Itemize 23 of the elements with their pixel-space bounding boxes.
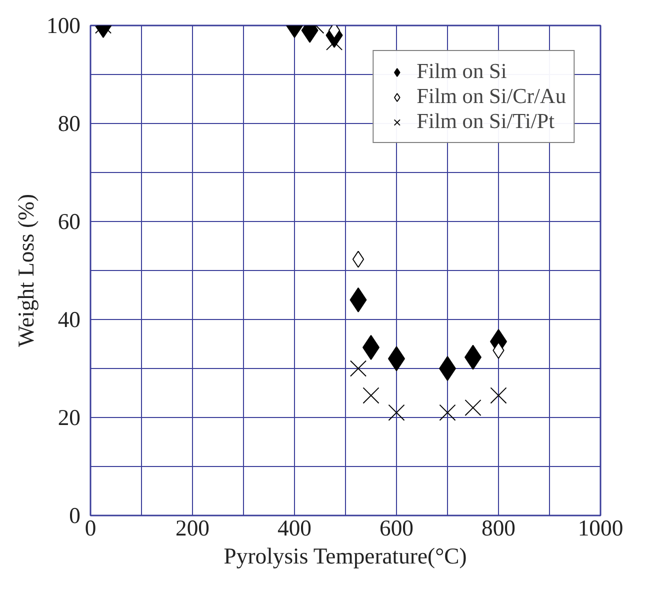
x-tick-label: 600 [380, 516, 414, 540]
y-tick-label: 100 [46, 13, 80, 38]
y-tick-label: 80 [58, 111, 80, 136]
y-tick-label: 40 [58, 307, 80, 332]
x-axis-title: Pyrolysis Temperature(°C) [224, 544, 467, 568]
point [362, 387, 380, 404]
y-tick-label: 60 [58, 209, 80, 234]
point [490, 387, 507, 404]
point [350, 360, 367, 377]
point [439, 404, 456, 421]
legend-label: Film on Si/Ti/Pt [416, 109, 555, 134]
legend-label: Film on Si [416, 59, 507, 84]
legend-label: Film on Si/Cr/Au [416, 84, 566, 109]
point [464, 399, 482, 416]
x-tick-label: 400 [278, 516, 312, 540]
x-tick-label: 1000 [578, 516, 624, 540]
y-axis-title: Weight Loss (%) [14, 194, 39, 347]
point [352, 250, 364, 268]
point [388, 404, 405, 421]
x-tick-label: 200 [176, 516, 210, 540]
y-tick-label: 20 [58, 405, 80, 430]
x-tick-label: 0 [84, 516, 96, 540]
x-tick-label: 800 [482, 516, 516, 540]
